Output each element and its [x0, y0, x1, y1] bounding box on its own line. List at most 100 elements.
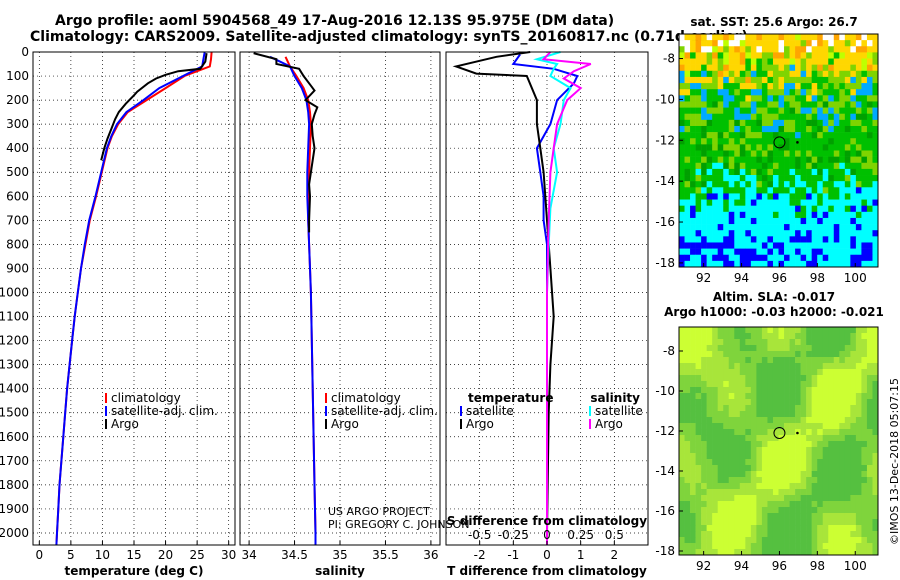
sst-map-cell — [761, 150, 768, 157]
sla-map-cell — [772, 519, 779, 526]
sst-map-cell — [822, 260, 829, 268]
sla-map-cell — [833, 549, 840, 556]
sst-map-cell — [811, 113, 818, 121]
sla-map-cell — [690, 375, 696, 382]
sla-map-cell — [739, 447, 746, 454]
sla-map-cell — [855, 357, 862, 364]
sst-map-cell — [850, 199, 857, 206]
sst-map-cell — [695, 150, 702, 157]
sst-map-cell — [684, 76, 691, 84]
sst-map-cell — [844, 260, 851, 268]
sla-map-cell — [717, 531, 724, 538]
credit-line2: PI: GREGORY C. JOHNSON — [328, 518, 470, 531]
sst-map-cell — [817, 211, 824, 219]
sst-map-cell — [717, 230, 724, 237]
sst-map-cell — [806, 254, 812, 262]
sst-map-cell — [701, 89, 707, 96]
sla-map-cell — [772, 393, 779, 400]
sst-map-cell — [684, 89, 691, 96]
sla-map-cell — [850, 507, 857, 514]
sla-map-cell — [739, 549, 746, 556]
sla-map-cell — [712, 447, 718, 454]
sla-map-cell — [872, 471, 879, 478]
sla-map-cell — [833, 423, 840, 430]
sst-map-cell — [761, 70, 768, 78]
sst-map-cell — [795, 230, 801, 237]
sst-map-cell — [822, 248, 829, 256]
sla-map-cell — [701, 507, 707, 514]
sst-map-cell — [717, 144, 724, 151]
sla-map-cell — [772, 471, 779, 478]
sst-map-cell — [828, 76, 835, 84]
sla-map-cell — [850, 453, 857, 460]
sst-map-cell — [811, 138, 818, 145]
sst-map-cell — [800, 205, 807, 213]
sla-map-cell — [723, 507, 730, 514]
sla-map-cell — [806, 489, 812, 496]
sla-map-cell — [756, 399, 763, 406]
sst-map-cell — [850, 70, 857, 78]
sla-map-cell — [866, 483, 873, 490]
sst-map-cell — [734, 89, 741, 96]
sst-map-cell — [866, 242, 873, 249]
sla-map-cell — [679, 447, 685, 454]
sla-map-cell — [717, 345, 724, 352]
sla-map-cell — [833, 459, 840, 466]
sst-map-cell — [756, 254, 763, 262]
sst-map-cell — [701, 64, 707, 72]
sla-map-cell — [745, 399, 752, 406]
sla-map-cell — [767, 369, 774, 376]
sla-map-cell — [734, 393, 741, 400]
sst-map-cell — [800, 150, 807, 157]
sla-map-cell — [811, 429, 818, 436]
sst-map-cell — [695, 193, 702, 200]
sla-map-cell — [778, 351, 785, 358]
sst-map-cell — [806, 150, 812, 157]
sla-map-cell — [679, 453, 685, 460]
sla-map-cell — [822, 405, 829, 412]
sla-map-cell — [717, 537, 724, 544]
sla-map-cell — [844, 537, 851, 544]
sst-map-cell — [717, 119, 724, 127]
sst-map-cell — [723, 217, 730, 225]
sla-map-cell — [695, 537, 702, 544]
sst-map-cell — [756, 132, 763, 139]
sla-map-cell — [872, 465, 879, 472]
sla-map-cell — [778, 477, 785, 484]
sla-map-cell — [745, 369, 752, 376]
sst-map-cell — [728, 187, 735, 194]
sst-map-cell — [723, 70, 730, 78]
sla-map-cell — [712, 387, 718, 394]
sla-map-cell — [817, 495, 824, 502]
sla-map-cell — [695, 363, 702, 370]
sla-map-cell — [684, 531, 691, 538]
sst-map-cell — [839, 89, 846, 96]
sla-map-cell — [800, 411, 807, 418]
sla-map-cell — [734, 411, 741, 418]
sla-map-cell — [761, 549, 768, 556]
sst-map-cell — [701, 46, 707, 53]
sla-map-cell — [844, 435, 851, 442]
sst-map-cell — [822, 46, 829, 53]
sst-map-cell — [712, 162, 718, 170]
sla-map-cell — [817, 447, 824, 454]
sst-map-cell — [789, 205, 796, 213]
sla-map-cell — [712, 459, 718, 466]
sla-map-cell — [811, 381, 818, 388]
sst-map-cell — [872, 46, 879, 53]
sla-map-cell — [806, 339, 812, 346]
sst-map-cell — [723, 187, 730, 194]
sst-map-cell — [828, 217, 835, 225]
sst-map-cell — [850, 113, 857, 121]
sla-map-cell — [706, 453, 713, 460]
sst-map-cell — [800, 138, 807, 145]
sla-map-cell — [872, 543, 879, 550]
sst-map-cell — [706, 193, 713, 200]
sst-map-cell — [772, 162, 779, 170]
sst-map-cell — [833, 254, 840, 262]
sla-map-cell — [811, 435, 818, 442]
sla-map-cell — [684, 549, 691, 556]
sst-map-cell — [789, 125, 796, 133]
sst-map-cell — [761, 46, 768, 53]
sla-map-cell — [717, 381, 724, 388]
